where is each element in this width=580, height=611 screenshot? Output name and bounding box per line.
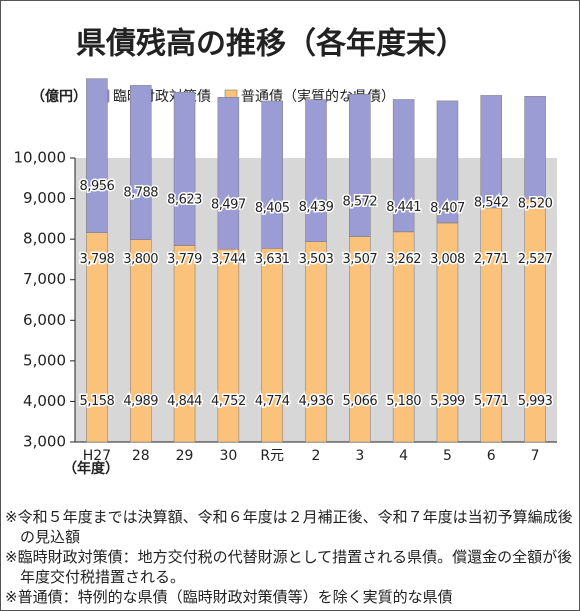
value-label: 3,507: [342, 252, 377, 267]
value-label: 3,800: [123, 252, 158, 267]
value-label: 5,993: [518, 394, 553, 409]
bar-segment: [349, 236, 371, 443]
x-tick-label: 4: [399, 448, 408, 464]
unit-label: （億円）: [31, 88, 87, 105]
value-label: 3,779: [167, 252, 202, 267]
legend-label: 臨時財政対策債: [113, 88, 211, 105]
y-tick-label: 4,000: [23, 392, 66, 410]
value-label: 3,503: [299, 252, 334, 267]
total-label: 8,572: [342, 194, 377, 209]
y-tick-label: 7,000: [23, 270, 66, 288]
bar-segment: [86, 78, 108, 233]
total-label: 8,623: [167, 192, 202, 207]
y-tick-label: 6,000: [23, 311, 66, 329]
total-label: 8,497: [211, 197, 246, 212]
y-tick-label: 3,000: [23, 433, 66, 451]
value-label: 5,158: [80, 394, 115, 409]
value-label: 3,798: [80, 252, 115, 267]
value-label: 3,744: [211, 252, 246, 267]
total-label: 8,520: [518, 197, 553, 212]
bar-segment: [261, 100, 283, 249]
total-label: 8,407: [430, 201, 465, 216]
bar-segment: [524, 96, 546, 200]
y-tick-label: 5,000: [23, 351, 66, 369]
x-tick-label: 7: [531, 448, 540, 464]
bar-segment: [305, 99, 327, 242]
y-tick-label: 10,000: [14, 149, 67, 167]
bar-segment: [173, 245, 196, 443]
bar-segment: [436, 100, 459, 224]
total-label: 8,788: [123, 186, 158, 201]
value-label: 5,066: [342, 394, 377, 409]
x-tick-label: R元: [260, 448, 284, 464]
value-label: 3,008: [430, 252, 465, 267]
bar-segment: [261, 248, 283, 443]
value-label: 3,631: [255, 252, 290, 267]
chart-title: 県債残高の推移（各年度末）: [76, 27, 466, 62]
value-label: 4,989: [123, 394, 158, 409]
total-label: 8,405: [255, 201, 290, 216]
y-tick-label: 8,000: [23, 230, 66, 248]
x-tick-label: 30: [219, 448, 237, 464]
value-label: 3,262: [386, 252, 421, 267]
chart: 県債残高の推移（各年度末） （億円） （年度） 3,000 4,000 5,000 6…: [14, 27, 557, 477]
bar-segment: [129, 239, 152, 443]
y-tick-label: 9,000: [23, 189, 66, 207]
bar-segment: [480, 95, 503, 209]
value-label: 5,180: [386, 394, 421, 409]
x-tick-label: 2: [312, 448, 321, 464]
x-axis-label: （年度）: [63, 460, 119, 477]
bar-segment: [392, 99, 415, 233]
bar-segment: [173, 91, 196, 246]
x-tick-label: 29: [176, 448, 194, 464]
total-label: 8,956: [80, 179, 115, 194]
x-tick-label: H27: [83, 448, 111, 464]
value-label: 2,527: [518, 252, 553, 267]
x-tick-label: 3: [355, 448, 364, 464]
total-label: 8,441: [386, 200, 421, 215]
value-label: 5,399: [430, 394, 465, 409]
note: ※令和５年度までは決算額、令和６年度は２月補正後、令和７年度は当初予算編成後の見…: [5, 508, 573, 546]
note: ※普通債：特例的な県債（臨時財政対策債等）を除く実質的な県債: [5, 588, 453, 606]
value-label: 5,771: [474, 394, 509, 409]
total-label: 8,542: [474, 196, 509, 211]
x-tick-label: 5: [443, 448, 452, 464]
total-label: 8,439: [299, 200, 334, 215]
bar-segment: [217, 248, 240, 443]
x-tick-label: 28: [132, 448, 150, 464]
bar-segment: [217, 97, 240, 250]
value-label: 4,752: [211, 394, 246, 409]
value-label: 4,844: [167, 394, 202, 409]
x-tick-label: 6: [487, 448, 496, 464]
bar-segment: [349, 93, 371, 237]
notes: ※令和５年度までは決算額、令和６年度は２月補正後、令和７年度は当初予算編成後の見…: [5, 507, 577, 607]
bar-segment: [305, 241, 327, 443]
value-label: 4,774: [255, 394, 290, 409]
value-label: 2,771: [474, 252, 509, 267]
bar-segment: [129, 85, 152, 240]
note: ※臨時財政対策債：地方交付税の代替財源として措置される県債。償還金の全額が後年度…: [5, 548, 573, 586]
value-label: 4,936: [299, 394, 334, 409]
